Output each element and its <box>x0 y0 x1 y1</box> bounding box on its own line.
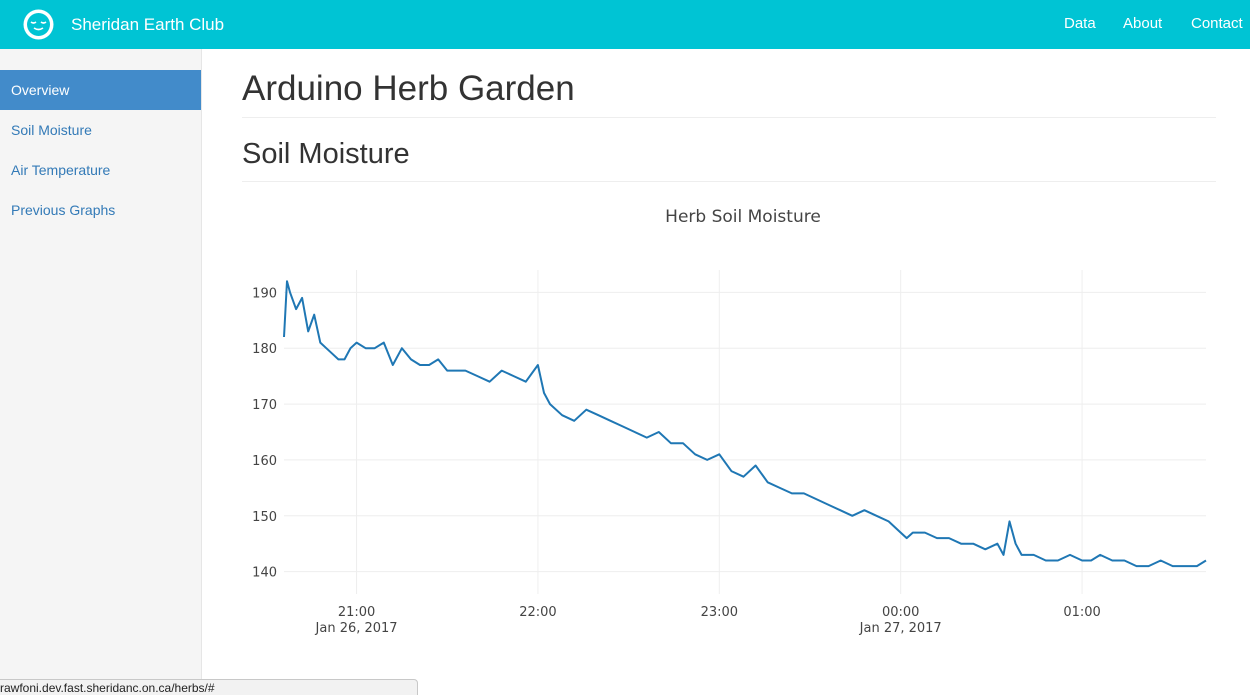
chart-series <box>283 280 1207 568</box>
x-tick-date-label: Jan 27, 2017 <box>859 621 942 636</box>
series-line-soil-moisture <box>283 280 1207 568</box>
y-tick-label: 190 <box>252 286 277 301</box>
title-divider <box>242 117 1216 118</box>
section-divider <box>242 181 1216 182</box>
sidebar-item-air-temperature[interactable]: Air Temperature <box>11 162 111 178</box>
y-tick-label: 150 <box>252 510 277 525</box>
y-tick-label: 140 <box>252 566 277 581</box>
y-tick-label: 180 <box>252 342 277 357</box>
page-title: Arduino Herb Garden <box>242 69 575 108</box>
sidebar-item-previous-graphs[interactable]: Previous Graphs <box>11 202 116 218</box>
sidebar: Overview Soil Moisture Air Temperature P… <box>0 49 202 695</box>
y-axis: 140 150 160 170 180 190 <box>252 286 277 580</box>
x-tick-date-label: Jan 26, 2017 <box>315 621 398 636</box>
nav-link-data[interactable]: Data <box>1064 15 1096 32</box>
nav-link-contact[interactable]: Contact <box>1191 15 1243 32</box>
brand[interactable]: Sheridan Earth Club <box>22 8 224 41</box>
x-tick-label: 00:00 <box>882 605 919 620</box>
soil-moisture-chart[interactable]: Herb Soil Moisture 140 150 160 170 180 190 21… <box>242 196 1232 646</box>
sidebar-item-overview[interactable]: Overview <box>0 70 201 110</box>
y-tick-label: 170 <box>252 398 277 413</box>
nav-link-about[interactable]: About <box>1123 15 1163 32</box>
brand-name[interactable]: Sheridan Earth Club <box>71 14 225 34</box>
x-tick-label: 23:00 <box>701 605 738 620</box>
top-navbar: Sheridan Earth Club Data About Contact <box>0 0 1250 49</box>
earth-club-logo-icon <box>23 9 54 40</box>
x-tick-label: 22:00 <box>519 605 556 620</box>
section-title: Soil Moisture <box>242 138 410 170</box>
chart-title: Herb Soil Moisture <box>665 207 821 227</box>
status-bar-url: rawfoni.dev.fast.sheridanc.on.ca/herbs/# <box>0 679 418 695</box>
x-tick-label: 21:00 <box>338 605 375 620</box>
sidebar-item-soil-moisture[interactable]: Soil Moisture <box>11 122 92 138</box>
chart-grid <box>284 270 1206 594</box>
x-tick-label: 01:00 <box>1063 605 1100 620</box>
y-tick-label: 160 <box>252 454 277 469</box>
